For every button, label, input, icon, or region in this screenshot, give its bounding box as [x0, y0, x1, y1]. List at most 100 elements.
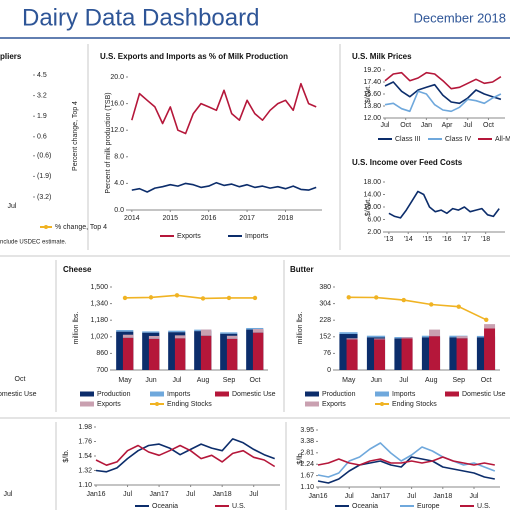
legend-label: U.S.	[232, 503, 246, 510]
legend-swatch	[80, 391, 94, 397]
bar-segment	[226, 338, 238, 370]
legend-label: Europe	[417, 503, 440, 510]
y-tick-label: 4.0	[114, 180, 124, 187]
x-tick-label: Jun	[145, 377, 156, 384]
y-tick-label: 17.40	[363, 79, 381, 86]
x-tick-label: Oct	[15, 376, 26, 383]
x-tick-label: Aug	[425, 377, 438, 384]
y-axis-label: $/cwt.	[365, 198, 372, 216]
y-tick-label: 2.81	[300, 450, 314, 457]
x-tick-label: Sep	[223, 377, 236, 384]
x-tick-label: Jan	[421, 122, 432, 129]
y-tick-label: (3.2)	[37, 194, 51, 201]
y-tick-label: 13.80	[363, 103, 381, 110]
bar-segment	[252, 332, 264, 370]
bar-segment	[429, 336, 441, 370]
legend-label: Class III	[395, 136, 420, 143]
x-tick-label: Oct	[483, 122, 494, 129]
y-tick-label: 0	[327, 367, 331, 374]
legend-label: Domestic Use	[462, 391, 506, 398]
x-tick-label: Jul	[407, 493, 416, 500]
chart-title: U.S. Exports and Imports as % of Milk Pr…	[100, 52, 288, 61]
y-tick-label: 6.00	[367, 216, 381, 223]
legend-label: Exports	[322, 401, 346, 408]
x-tick-label: 2015	[162, 215, 178, 222]
line-series	[124, 294, 255, 300]
bar-segment	[200, 329, 212, 336]
x-tick-label: '13	[384, 236, 393, 243]
x-tick-label: '18	[481, 236, 490, 243]
bar-segment	[339, 332, 358, 334]
x-tick-label: Jan17	[150, 491, 169, 498]
legend-swatch	[150, 391, 164, 397]
y-tick-label: 228	[319, 317, 331, 324]
y-tick-label: 10.00	[363, 204, 381, 211]
bar-segment	[246, 327, 264, 330]
x-tick-label: Jan17	[371, 493, 390, 500]
x-tick-label: '14	[404, 236, 413, 243]
chart-title: pliers	[0, 52, 22, 61]
bar-segment	[168, 330, 186, 333]
y-tick-label: 3.2	[37, 92, 47, 99]
x-tick-label: May	[118, 377, 132, 384]
legend-label: Domestic Use	[232, 391, 276, 398]
y-tick-label: 1.98	[78, 424, 92, 431]
legend-swatch	[375, 391, 389, 397]
bar-segment	[374, 338, 386, 340]
bar-segment	[148, 338, 160, 370]
bar-segment	[346, 338, 358, 340]
x-tick-label: Jan16	[308, 493, 327, 500]
y-tick-label: 700	[96, 367, 108, 374]
note: nclude USDEC estimate.	[0, 240, 67, 246]
line-series	[131, 181, 317, 193]
x-tick-label: 2014	[124, 215, 140, 222]
x-tick-label: Sep	[453, 377, 466, 384]
y-tick-label: 15.60	[363, 91, 381, 98]
x-tick-label: 2017	[239, 215, 255, 222]
y-tick-label: 1.76	[78, 438, 92, 445]
y-tick-label: 12.00	[363, 115, 381, 122]
x-tick-label: Jul	[186, 491, 195, 498]
bar-segment	[200, 335, 212, 370]
bar-segment	[429, 329, 441, 337]
y-tick-label: 3.95	[300, 427, 314, 434]
legend-label: Exports	[177, 233, 201, 240]
y-tick-label: 1,500	[90, 284, 108, 291]
line-marker	[374, 295, 379, 300]
y-tick-label: 12.0	[110, 127, 124, 134]
x-tick-label: Jul	[4, 491, 13, 498]
line-marker	[484, 317, 489, 322]
y-tick-label: 1,180	[90, 317, 108, 324]
line-marker	[456, 304, 461, 309]
y-tick-label: 1,340	[90, 300, 108, 307]
x-tick-label: Oct	[250, 377, 261, 384]
y-tick-label: 4.5	[37, 72, 47, 79]
bar-segment	[366, 335, 386, 338]
bar-segment	[484, 328, 496, 370]
x-tick-label: Jul	[249, 491, 258, 498]
legend-label: Exports	[97, 401, 121, 408]
legend-swatch	[305, 401, 319, 407]
y-tick-label: (1.9)	[37, 173, 51, 180]
legend-label: Oceania	[152, 503, 178, 510]
y-tick-label: 20.0	[110, 74, 124, 81]
y-tick-label: 152	[319, 334, 331, 341]
legend-label: % change, Top 4	[55, 224, 107, 231]
line-series	[317, 456, 495, 466]
line-marker	[252, 295, 258, 301]
legend-marker	[155, 402, 159, 406]
bar-segment	[456, 336, 468, 339]
y-tick-label: 1.10	[78, 482, 92, 489]
legend-label: Ending Stocks	[392, 401, 437, 408]
line-marker	[226, 295, 232, 301]
y-tick-label: 18.00	[363, 179, 381, 186]
y-axis-label: million lbs.	[297, 312, 304, 345]
x-tick-label: Jul	[381, 122, 390, 129]
line-marker	[401, 297, 406, 303]
y-axis-label: $/lb.	[297, 451, 304, 464]
y-axis-label: Percent of milk production (TSB)	[105, 92, 112, 193]
x-tick-label: Jul	[173, 377, 182, 384]
x-tick-label: Oct	[400, 122, 411, 129]
